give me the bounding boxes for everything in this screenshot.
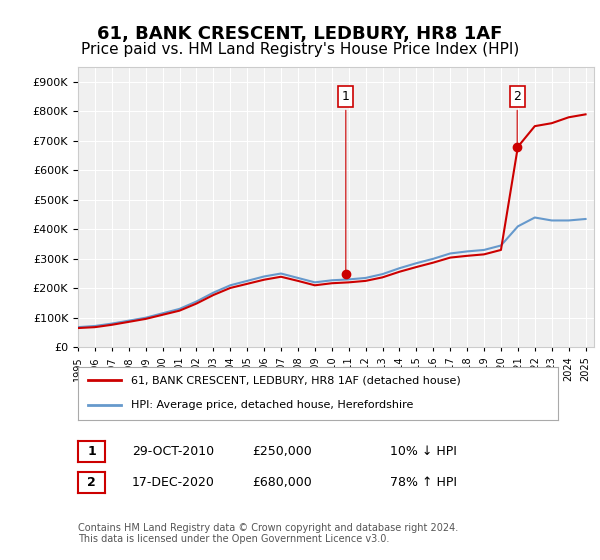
Text: Price paid vs. HM Land Registry's House Price Index (HPI): Price paid vs. HM Land Registry's House … (81, 42, 519, 57)
Text: 2: 2 (87, 475, 96, 489)
Text: 29-OCT-2010: 29-OCT-2010 (132, 445, 214, 458)
Text: 2: 2 (513, 90, 521, 144)
Text: 61, BANK CRESCENT, LEDBURY, HR8 1AF: 61, BANK CRESCENT, LEDBURY, HR8 1AF (97, 25, 503, 43)
Text: 10% ↓ HPI: 10% ↓ HPI (390, 445, 457, 458)
Text: 61, BANK CRESCENT, LEDBURY, HR8 1AF (detached house): 61, BANK CRESCENT, LEDBURY, HR8 1AF (det… (131, 375, 461, 385)
Text: Contains HM Land Registry data © Crown copyright and database right 2024.
This d: Contains HM Land Registry data © Crown c… (78, 522, 458, 544)
Text: 78% ↑ HPI: 78% ↑ HPI (390, 475, 457, 489)
Text: 1: 1 (87, 445, 96, 458)
Text: £680,000: £680,000 (252, 475, 312, 489)
Text: 17-DEC-2020: 17-DEC-2020 (132, 475, 215, 489)
Text: £250,000: £250,000 (252, 445, 312, 458)
Text: HPI: Average price, detached house, Herefordshire: HPI: Average price, detached house, Here… (131, 400, 413, 410)
Text: 1: 1 (342, 90, 350, 270)
